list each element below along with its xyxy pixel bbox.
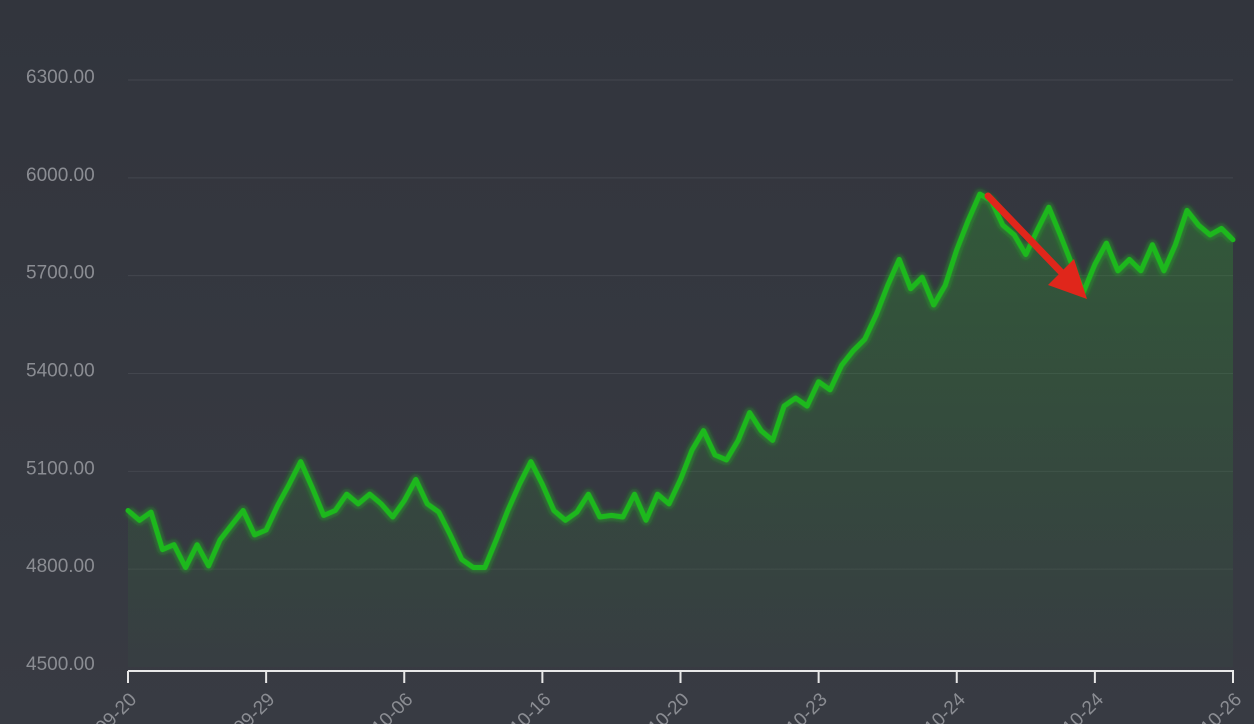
arrow-head	[1048, 259, 1087, 299]
arrow-shaft	[984, 192, 1066, 277]
line	[125, 191, 1236, 570]
annotation-arrow	[984, 192, 1087, 299]
y-tick-label: 4800.00	[26, 556, 95, 577]
y-tick-label: 4500.00	[26, 654, 95, 675]
plot	[125, 189, 1237, 667]
y-tick-label: 5400.00	[26, 361, 95, 382]
area	[128, 194, 1233, 667]
y-tick-label: 6300.00	[26, 67, 95, 88]
y-tick-label: 6000.00	[26, 165, 95, 186]
y-tick-label: 5100.00	[26, 458, 95, 479]
y-tick-label: 5700.00	[26, 263, 95, 284]
